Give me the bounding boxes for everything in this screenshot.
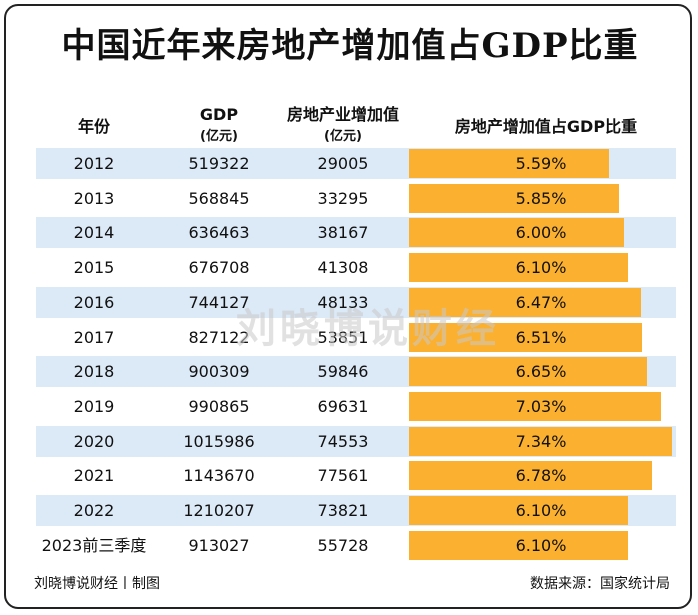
share-label: 6.00% <box>515 223 567 242</box>
share-label: 6.51% <box>515 328 567 347</box>
header-gdp: GDP (亿元) <box>174 104 264 148</box>
share-label: 5.85% <box>515 189 567 208</box>
share-bar <box>409 253 628 282</box>
footer-credit: 刘晓博说财经丨制图 <box>34 576 160 592</box>
re-cell: 69631 <box>317 397 369 416</box>
share-label: 6.65% <box>515 362 567 381</box>
share-bar <box>409 461 652 490</box>
gdp-cell: 1210207 <box>183 501 255 520</box>
share-label: 7.03% <box>515 397 567 416</box>
share-label: 6.10% <box>515 258 567 277</box>
gdp-cell: 1015986 <box>183 432 255 451</box>
share-label: 6.10% <box>515 501 567 520</box>
year-cell: 2023前三季度 <box>41 536 147 555</box>
share-label: 6.10% <box>515 536 567 555</box>
share-label: 7.34% <box>515 432 567 451</box>
footer-source: 数据来源：国家统计局 <box>530 576 670 592</box>
gdp-cell: 913027 <box>188 536 250 555</box>
share-bar <box>409 427 672 456</box>
year-cell: 2018 <box>73 362 115 381</box>
gdp-cell: 1143670 <box>183 466 255 485</box>
re-cell: 38167 <box>317 223 369 242</box>
share-bar <box>409 531 628 560</box>
re-cell: 53851 <box>317 328 369 347</box>
share-bar <box>409 149 609 178</box>
share-bar <box>409 288 641 317</box>
header-share: 房地产增加值占GDP比重 <box>454 117 638 136</box>
re-cell: 55728 <box>317 536 369 555</box>
header-year: 年份 <box>77 117 110 136</box>
gdp-cell: 827122 <box>188 328 250 347</box>
year-cell: 2017 <box>73 328 115 347</box>
gdp-cell: 568845 <box>188 189 250 208</box>
gdp-cell: 519322 <box>188 154 250 173</box>
re-cell: 74553 <box>317 432 369 451</box>
gdp-cell: 990865 <box>188 397 250 416</box>
share-label: 6.47% <box>515 293 567 312</box>
chart-title: 中国近年来房地产增加值占GDP比重 <box>61 26 639 66</box>
header-re-unit: (亿元) <box>324 129 362 144</box>
re-cell: 29005 <box>317 154 369 173</box>
year-cell: 2019 <box>73 397 115 416</box>
re-cell: 77561 <box>317 466 369 485</box>
re-cell: 41308 <box>317 258 369 277</box>
infographic-card: 中国近年来房地产增加值占GDP比重 年份 GDP (亿元) 房地产业增加值 (亿… <box>4 4 692 609</box>
header-re-label: 房地产业增加值 <box>286 105 399 124</box>
year-cell: 2014 <box>73 223 115 242</box>
gdp-cell: 676708 <box>188 258 250 277</box>
header-gdp-unit: (亿元) <box>200 129 238 144</box>
re-cell: 73821 <box>317 501 369 520</box>
re-cell: 33295 <box>317 189 369 208</box>
header-gdp-label: GDP <box>199 105 239 124</box>
year-cell: 2013 <box>73 189 115 208</box>
share-bar <box>409 392 661 421</box>
gdp-cell: 744127 <box>188 293 250 312</box>
year-cell: 2022 <box>73 501 115 520</box>
year-cell: 2015 <box>73 258 115 277</box>
gdp-cell: 900309 <box>188 362 250 381</box>
year-cell: 2020 <box>73 432 115 451</box>
re-cell: 48133 <box>317 293 369 312</box>
header-real-estate: 房地产业增加值 (亿元) <box>268 104 418 148</box>
share-label: 6.78% <box>515 466 567 485</box>
gdp-cell: 636463 <box>188 223 250 242</box>
re-cell: 59846 <box>317 362 369 381</box>
share-bar <box>409 218 624 247</box>
share-bar <box>409 496 628 525</box>
share-bar <box>409 323 642 352</box>
share-label: 5.59% <box>515 154 567 173</box>
share-bar <box>409 184 619 213</box>
share-bar <box>409 357 647 386</box>
year-cell: 2012 <box>73 154 115 173</box>
year-cell: 2016 <box>73 293 115 312</box>
year-cell: 2021 <box>73 466 115 485</box>
